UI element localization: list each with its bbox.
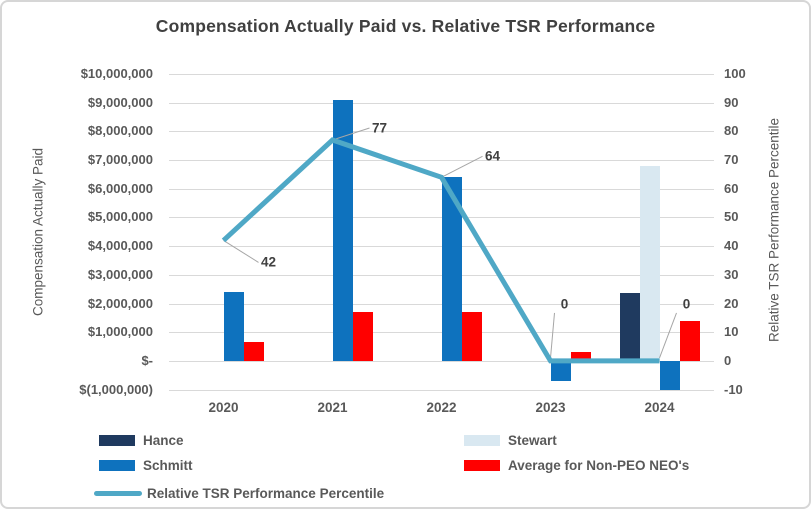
right-axis-tick: 80 <box>724 123 739 139</box>
tsr-data-label-2023: 0 <box>560 296 569 312</box>
right-axis-tick: 30 <box>724 266 739 282</box>
left-axis-title: Compensation Actually Paid <box>30 147 46 317</box>
legend-line-swatch-icon <box>94 491 142 496</box>
gridline <box>169 160 714 162</box>
tsr-data-label-2024: 0 <box>682 296 691 312</box>
legend-color-swatch-icon <box>464 435 500 446</box>
gridline <box>169 131 714 133</box>
left-axis-tick: $3,000,000 <box>87 266 153 282</box>
bar-schmitt-2023 <box>550 360 571 381</box>
data-label-leader-line <box>550 312 555 358</box>
legend-label: Stewart <box>508 433 557 448</box>
legend-label: Hance <box>143 433 184 448</box>
x-axis-label-2020: 2020 <box>208 400 239 415</box>
bar-stewart-2024 <box>639 165 660 361</box>
legend-item-average-for-non-peo-neo-s: Average for Non-PEO NEO's <box>464 457 809 473</box>
left-axis-tick: $- <box>141 352 153 368</box>
x-axis-label-2022: 2022 <box>426 400 457 415</box>
bar-average-for-non-peo-neo-s-2020 <box>243 342 264 361</box>
bar-average-for-non-peo-neo-s-2021 <box>352 312 373 361</box>
bar-hance-2024 <box>619 293 640 361</box>
right-axis-tick: -10 <box>724 381 743 397</box>
legend-color-swatch-icon <box>99 435 135 446</box>
tsr-data-label-2020: 42 <box>260 254 277 270</box>
left-axis-tick: $(1,000,000) <box>79 381 153 397</box>
x-axis-label-2024: 2024 <box>644 400 675 415</box>
left-axis-tick: $5,000,000 <box>87 209 153 225</box>
data-label-leader-line <box>659 312 677 359</box>
left-axis-tick: $2,000,000 <box>87 295 153 311</box>
legend-label: Relative TSR Performance Percentile <box>147 486 385 501</box>
gridline <box>169 102 714 104</box>
data-label-leader-line <box>223 239 259 263</box>
tsr-data-label-2022: 64 <box>484 148 501 164</box>
right-axis-tick: 50 <box>724 209 739 225</box>
left-axis-tick: $7,000,000 <box>87 152 153 168</box>
x-axis-label-2023: 2023 <box>535 400 566 415</box>
legend-label: Schmitt <box>143 458 193 473</box>
legend-item-schmitt: Schmitt <box>99 457 459 473</box>
right-axis-tick: 0 <box>724 352 732 368</box>
legend-item-hance: Hance <box>99 432 459 448</box>
left-axis-tick: $6,000,000 <box>87 180 153 196</box>
gridline <box>169 389 714 391</box>
right-axis-tick: 10 <box>724 324 739 340</box>
bar-average-for-non-peo-neo-s-2022 <box>461 312 482 361</box>
legend-item-stewart: Stewart <box>464 432 809 448</box>
left-axis-tick: $10,000,000 <box>80 66 153 81</box>
right-axis-tick: 40 <box>724 238 739 254</box>
left-axis-tick: $8,000,000 <box>87 123 153 139</box>
bar-schmitt-2024 <box>659 360 680 390</box>
left-axis-tick: $9,000,000 <box>87 94 153 110</box>
legend-color-swatch-icon <box>99 460 135 471</box>
bar-average-for-non-peo-neo-s-2023 <box>570 352 591 361</box>
right-axis-tick: 70 <box>724 152 739 168</box>
right-axis-tick: 60 <box>724 180 739 196</box>
legend-item-relative-tsr-performance-percentile: Relative TSR Performance Percentile <box>94 485 454 501</box>
right-axis-tick: 90 <box>724 94 739 110</box>
legend-label: Average for Non-PEO NEO's <box>508 458 690 473</box>
tsr-data-label-2021: 77 <box>371 120 388 136</box>
x-axis-label-2021: 2021 <box>317 400 348 415</box>
legend-color-swatch-icon <box>464 460 500 471</box>
bar-average-for-non-peo-neo-s-2024 <box>679 320 700 361</box>
right-axis-tick: 20 <box>724 295 739 311</box>
chart-title: Compensation Actually Paid vs. Relative … <box>155 16 656 36</box>
gridline <box>169 360 714 362</box>
gridline <box>169 74 714 75</box>
bar-schmitt-2022 <box>441 177 462 361</box>
right-axis-tick: 100 <box>724 66 746 81</box>
bar-schmitt-2021 <box>332 99 353 361</box>
bar-schmitt-2020 <box>223 292 244 361</box>
left-axis-tick: $1,000,000 <box>87 324 153 340</box>
right-axis-title: Relative TSR Performance Percentile <box>766 117 782 343</box>
left-axis-tick: $4,000,000 <box>87 238 153 254</box>
